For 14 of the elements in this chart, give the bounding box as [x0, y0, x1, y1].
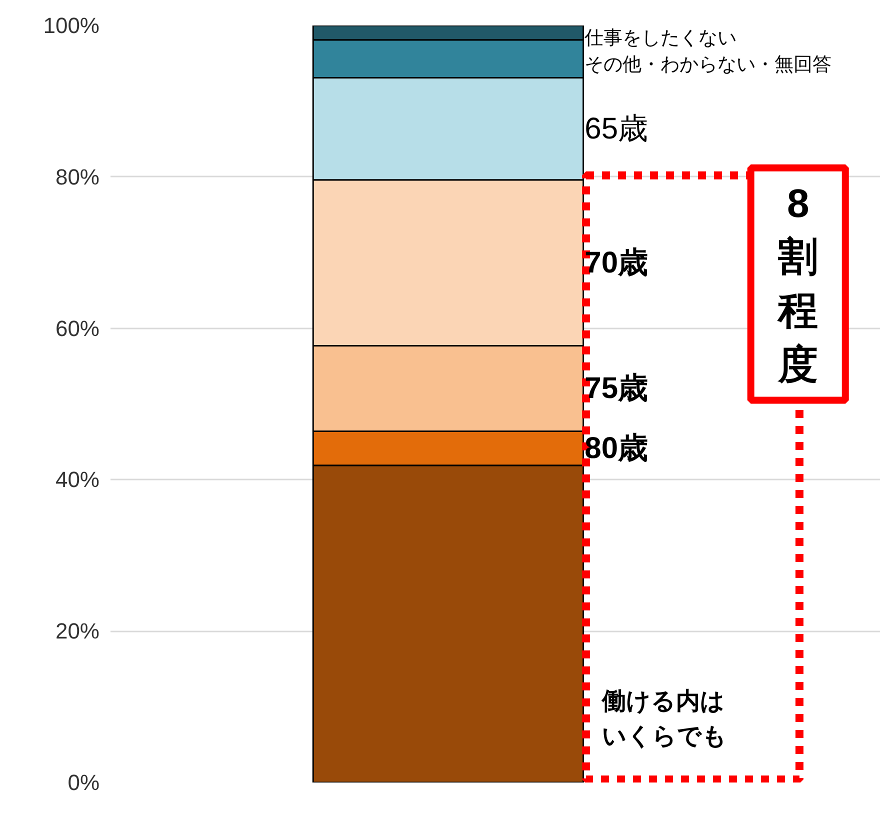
y-tick-label: 20%	[55, 618, 100, 644]
y-tick-label: 0%	[68, 770, 100, 795]
series-label: 75歳	[584, 372, 648, 405]
series-label: 80歳	[584, 432, 648, 465]
y-tick-label: 100%	[43, 13, 100, 38]
series-label: 65歳	[584, 112, 648, 146]
series-label: 70歳	[584, 246, 648, 280]
y-tick-label: 80%	[55, 164, 100, 190]
y-tick-label: 60%	[55, 316, 100, 341]
y-tick-label: 40%	[55, 467, 100, 492]
series-label: その他・わからない・無回答	[584, 54, 832, 76]
series-label: 仕事をしたくない	[584, 28, 737, 49]
series-label: 働ける内はいくらでも	[601, 688, 728, 750]
annotation: 8割程度	[777, 182, 818, 388]
